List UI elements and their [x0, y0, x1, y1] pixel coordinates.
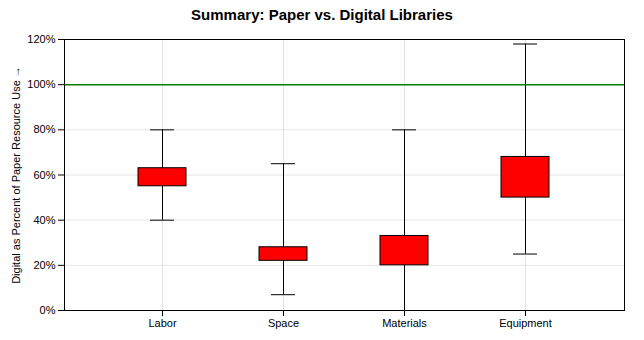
svg-text:Equipment: Equipment: [499, 317, 552, 329]
svg-text:Labor: Labor: [148, 317, 176, 329]
svg-text:60%: 60%: [33, 169, 55, 181]
svg-text:0%: 0%: [40, 304, 56, 316]
svg-text:40%: 40%: [33, 214, 55, 226]
svg-text:Digital as Percent of Paper Re: Digital as Percent of Paper Resource Use…: [10, 66, 22, 284]
svg-text:100%: 100%: [27, 78, 55, 90]
html-text:Summary: Paper vs. Digital Lib: Summary: Paper vs. Digital Libraries: [191, 6, 453, 23]
svg-text:Space: Space: [268, 317, 299, 329]
svg-text:80%: 80%: [33, 123, 55, 135]
svg-text:20%: 20%: [33, 259, 55, 271]
svg-text:120%: 120%: [27, 33, 55, 45]
svg-text:Materials: Materials: [382, 317, 427, 329]
